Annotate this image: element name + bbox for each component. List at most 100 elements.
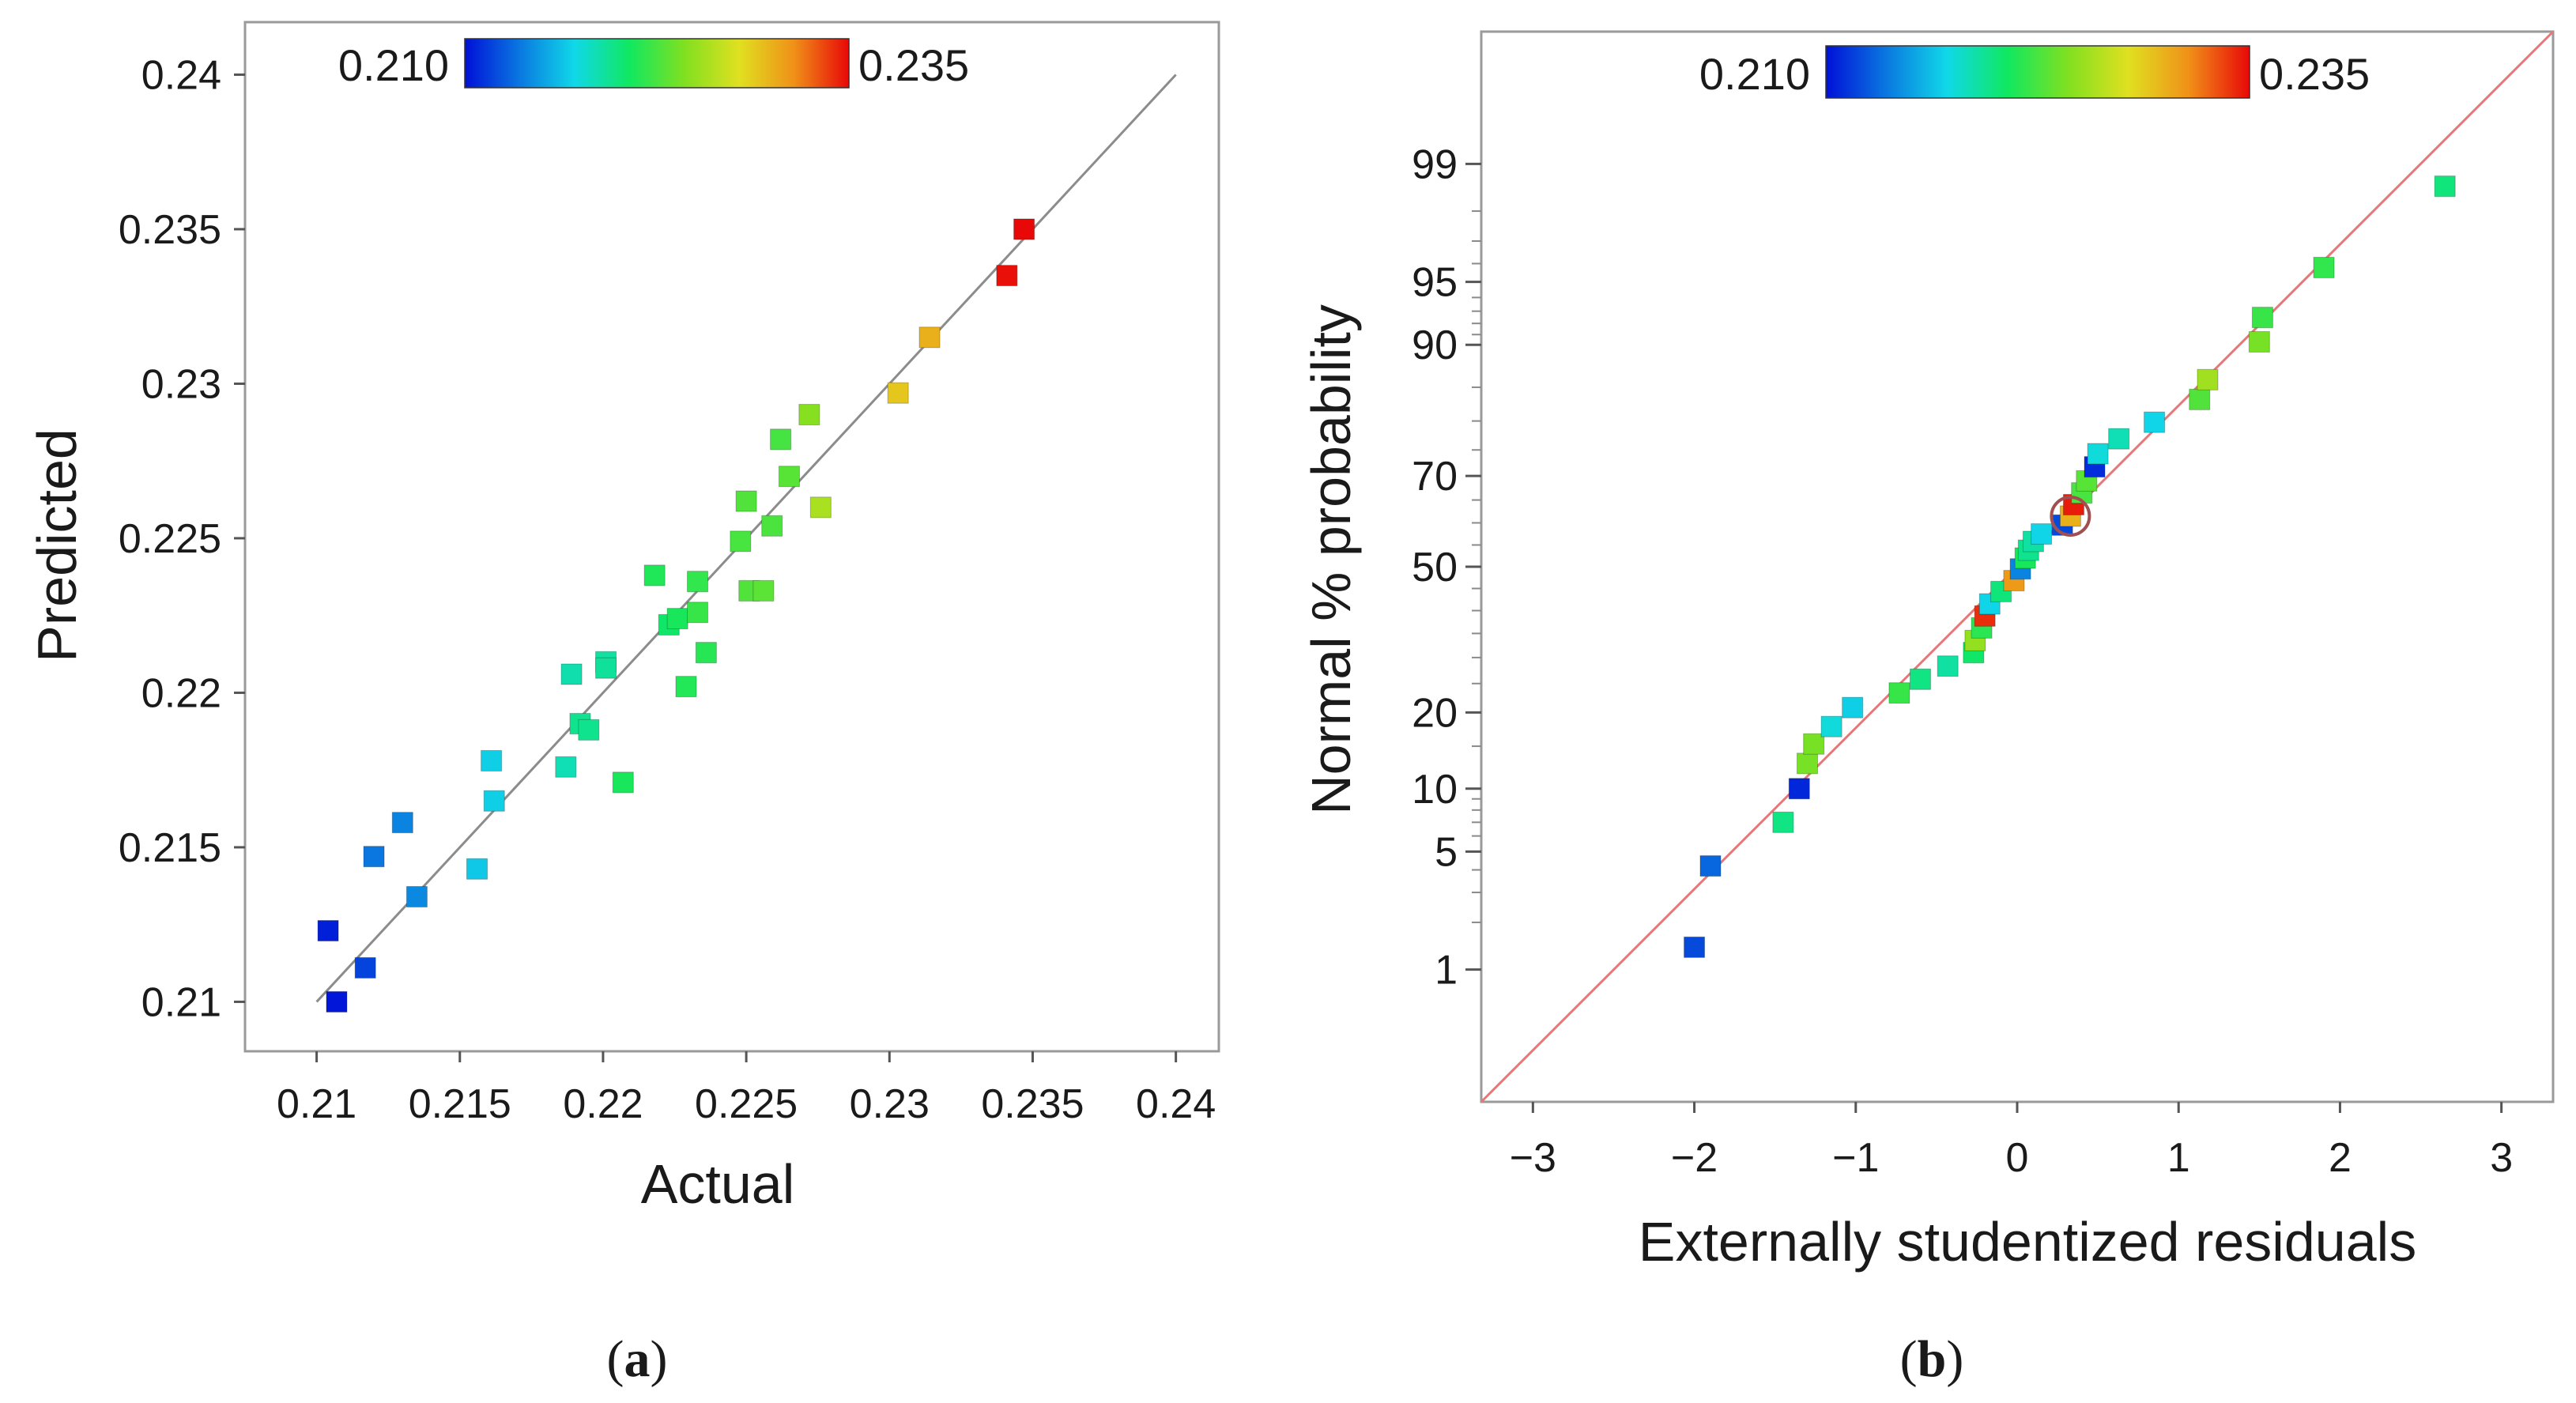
data-point (809, 496, 832, 519)
x-axis-title-a: Actual (641, 1153, 795, 1215)
data-point (1772, 811, 1794, 833)
x-tick-label: 0.21 (277, 1081, 356, 1127)
data-point (666, 608, 688, 630)
data-point (2144, 411, 2166, 433)
data-point (354, 956, 376, 979)
panel-label-a: (a) (607, 1330, 668, 1388)
y-tick-label: 1 (1435, 948, 1458, 994)
data-point (2434, 175, 2456, 198)
data-point (1013, 218, 1035, 240)
data-point (1842, 696, 1864, 718)
x-axis-ticks-a: 0.21 0.215 0.22 0.225 0.23 0.235 0.24 (277, 1051, 1216, 1127)
data-point (687, 571, 709, 593)
colorbar-max-label-a: 0.235 (858, 40, 969, 90)
minor-y-ticks-b (1472, 210, 1481, 923)
y-tick-label: 99 (1412, 141, 1458, 187)
x-tick-label: −2 (1671, 1135, 1718, 1181)
y-tick-label: 0.22 (141, 670, 221, 716)
data-point (1909, 668, 1931, 690)
y-axis-title-b: Normal % probability (1300, 304, 1362, 815)
x-tick-label: 0.24 (1136, 1081, 1216, 1127)
y-axis-ticks-a: 0.21 0.215 0.22 0.225 0.23 0.235 0.24 (119, 52, 245, 1025)
y-tick-label: 70 (1412, 454, 1458, 500)
data-point (752, 579, 775, 602)
data-point (1937, 655, 1959, 677)
data-point (687, 602, 709, 624)
y-axis-ticks-b: 1 5 10 20 50 70 90 95 99 (1412, 141, 1481, 994)
data-point (2248, 330, 2270, 353)
data-point (2031, 523, 2053, 545)
highlight-ring (2050, 495, 2091, 537)
data-point (391, 812, 413, 834)
data-point (1888, 682, 1910, 704)
y-tick-label: 0.215 (119, 825, 221, 871)
x-tick-label: 1 (2167, 1135, 2190, 1181)
colorbar-b: 0.210 0.235 (1699, 45, 2370, 99)
x-axis-title-b: Externally studentized residuals (1639, 1211, 2416, 1273)
data-point (483, 790, 505, 812)
panel-a: 0.21 0.215 0.22 0.225 0.23 0.235 0.24 0.210.21… (26, 21, 1220, 1388)
colorbar-max-label-b: 0.235 (2259, 49, 2370, 99)
y-tick-label: 10 (1412, 767, 1458, 813)
data-point (918, 326, 941, 349)
y-tick-label: 95 (1412, 260, 1458, 306)
data-point (466, 858, 488, 880)
data-point (1797, 752, 1819, 775)
data-point (643, 564, 666, 586)
x-tick-label: 3 (2490, 1135, 2513, 1181)
data-points-a (317, 218, 1035, 1013)
y-tick-label: 5 (1435, 829, 1458, 875)
data-point (363, 846, 385, 868)
data-point (761, 515, 783, 537)
y-tick-label: 90 (1412, 322, 1458, 368)
data-point (326, 990, 348, 1013)
highlighted-point-b (2050, 495, 2091, 537)
data-point (1990, 580, 2012, 602)
x-tick-label: 0.215 (409, 1081, 511, 1127)
data-point (675, 676, 697, 698)
y-axis-title-a: Predicted (26, 428, 88, 662)
data-point (770, 428, 792, 451)
x-tick-label: 0 (2006, 1135, 2029, 1181)
panel-label-b: (b) (1900, 1330, 1964, 1388)
data-point (2251, 307, 2273, 329)
data-point (2189, 388, 2211, 410)
y-tick-label: 20 (1412, 690, 1458, 736)
data-point (595, 657, 617, 679)
colorbar-min-label-a: 0.210 (338, 40, 449, 90)
data-point (555, 756, 577, 778)
data-point (778, 466, 800, 488)
colorbar-bar-b (1825, 45, 2250, 99)
data-point (798, 404, 820, 426)
x-axis-ticks-b: −3 −2 −1 0 1 2 3 (1510, 1102, 2513, 1181)
data-point (560, 663, 583, 685)
colorbar-min-label-b: 0.210 (1699, 49, 1810, 99)
x-tick-label: 0.235 (981, 1081, 1084, 1127)
data-points-b (1684, 175, 2456, 958)
data-point (695, 642, 717, 664)
y-tick-label: 0.225 (119, 516, 221, 562)
colorbar-bar-a (464, 38, 850, 89)
colorbar-a: 0.210 0.235 (338, 38, 969, 90)
data-point (481, 749, 503, 771)
data-point (2313, 256, 2335, 278)
x-tick-label: −3 (1510, 1135, 1556, 1181)
data-point (317, 920, 339, 942)
x-tick-label: 2 (2329, 1135, 2352, 1181)
x-tick-label: 0.22 (563, 1081, 643, 1127)
y-tick-label: 0.21 (141, 979, 221, 1025)
y-tick-label: 50 (1412, 545, 1458, 590)
x-tick-label: −1 (1832, 1135, 1879, 1181)
data-point (405, 886, 428, 908)
data-point (2197, 368, 2219, 390)
data-point (1699, 855, 1722, 877)
data-point (887, 382, 909, 404)
y-tick-label: 0.235 (119, 207, 221, 253)
data-point (2108, 428, 2130, 450)
data-point (1803, 733, 1825, 755)
data-point (996, 265, 1018, 287)
data-point (730, 530, 752, 553)
data-point (1788, 778, 1810, 800)
